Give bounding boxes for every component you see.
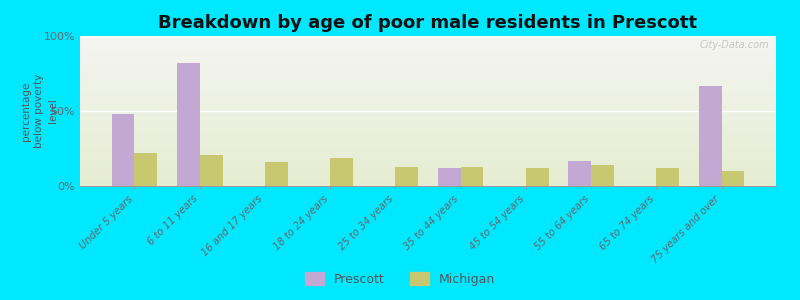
Bar: [330, 158, 353, 186]
Bar: [591, 165, 614, 186]
Bar: [722, 171, 744, 186]
Bar: [395, 167, 418, 186]
Legend: Prescott, Michigan: Prescott, Michigan: [300, 267, 500, 291]
Bar: [112, 114, 134, 186]
Title: Breakdown by age of poor male residents in Prescott: Breakdown by age of poor male residents …: [158, 14, 698, 32]
Bar: [698, 85, 722, 186]
Bar: [134, 153, 158, 186]
Bar: [526, 168, 549, 186]
Bar: [265, 162, 288, 186]
Y-axis label: percentage
below poverty
level: percentage below poverty level: [21, 74, 58, 148]
Bar: [656, 168, 679, 186]
Bar: [438, 168, 461, 186]
Bar: [177, 63, 200, 186]
Bar: [568, 160, 591, 186]
Text: City-Data.com: City-Data.com: [699, 40, 769, 50]
Bar: [461, 167, 483, 186]
Bar: [200, 154, 222, 186]
